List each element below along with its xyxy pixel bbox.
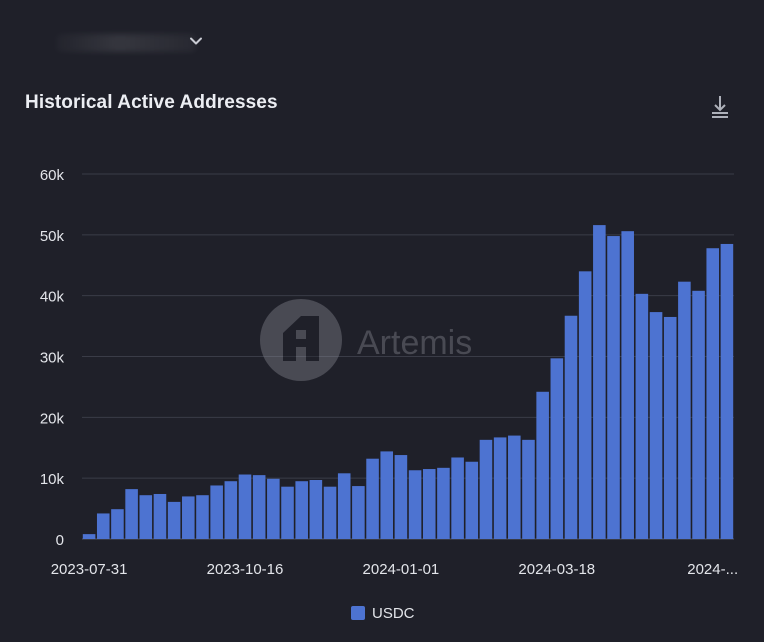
bar[interactable] — [295, 481, 308, 539]
bar[interactable] — [408, 470, 422, 539]
bar[interactable] — [451, 457, 464, 539]
x-axis-labels: 2023-07-31 2023-10-16 2024-01-01 2024-03-18… — [51, 561, 738, 578]
bar[interactable] — [593, 225, 606, 539]
bar[interactable] — [252, 475, 266, 540]
bar[interactable] — [437, 467, 450, 539]
bar[interactable] — [522, 439, 535, 539]
bar[interactable] — [621, 231, 634, 539]
y-tick-label: 40k — [40, 289, 65, 306]
legend-swatch — [351, 606, 365, 620]
bar[interactable] — [352, 486, 365, 539]
legend-item-usdc[interactable]: USDC — [351, 603, 415, 623]
bar[interactable] — [508, 435, 521, 539]
watermark-text: Artemis — [357, 324, 472, 362]
bar[interactable] — [607, 236, 620, 540]
bar[interactable] — [678, 281, 691, 539]
asset-dropdown[interactable] — [56, 34, 196, 52]
y-tick-label: 10k — [40, 471, 65, 488]
chart-title: Historical Active Addresses — [25, 92, 278, 113]
bar[interactable] — [182, 496, 195, 539]
bar[interactable] — [337, 473, 351, 539]
chevron-down-icon[interactable] — [188, 33, 204, 49]
y-tick-label: 50k — [40, 228, 65, 245]
bar[interactable] — [267, 478, 280, 539]
y-tick-label: 20k — [40, 410, 65, 427]
bar[interactable] — [111, 509, 124, 539]
bar[interactable] — [394, 455, 408, 539]
artemis-watermark: Artemis — [260, 299, 472, 381]
bar[interactable] — [635, 293, 649, 539]
bar[interactable] — [422, 469, 436, 539]
bar[interactable] — [125, 489, 138, 539]
bar[interactable] — [196, 495, 209, 539]
bars — [82, 225, 734, 540]
bar[interactable] — [281, 486, 294, 539]
bar[interactable] — [96, 513, 110, 539]
bar[interactable] — [720, 243, 734, 539]
y-axis-labels: 0 10k 20k 30k 40k 50k 60k — [40, 167, 65, 549]
bar[interactable] — [578, 271, 592, 539]
bar[interactable] — [493, 437, 507, 539]
bar[interactable] — [465, 461, 479, 539]
bar[interactable] — [139, 495, 153, 539]
download-icon[interactable] — [706, 93, 734, 121]
bar[interactable] — [238, 474, 252, 539]
y-tick-label: 0 — [56, 532, 64, 549]
y-tick-label: 60k — [40, 167, 65, 184]
x-tick-label: 2024-03-18 — [518, 561, 595, 578]
bar[interactable] — [536, 391, 549, 539]
bar[interactable] — [366, 458, 379, 539]
top-bar — [0, 0, 764, 60]
bar[interactable] — [309, 479, 323, 539]
bar[interactable] — [649, 312, 663, 539]
bar[interactable] — [380, 451, 394, 539]
bar[interactable] — [210, 485, 223, 539]
x-tick-label: 2024-... — [687, 561, 738, 578]
x-tick-label: 2024-01-01 — [363, 561, 440, 578]
bar[interactable] — [550, 358, 564, 539]
legend-label: USDC — [372, 604, 415, 622]
bar[interactable] — [82, 534, 96, 539]
bar[interactable] — [692, 290, 705, 539]
bar[interactable] — [564, 315, 578, 539]
bar[interactable] — [479, 439, 493, 539]
bar[interactable] — [706, 248, 720, 539]
x-tick-label: 2023-07-31 — [51, 561, 128, 578]
bar[interactable] — [167, 501, 181, 539]
bar[interactable] — [663, 316, 677, 539]
bar[interactable] — [153, 493, 167, 539]
bar[interactable] — [224, 481, 238, 539]
bar[interactable] — [323, 486, 337, 539]
y-tick-label: 30k — [40, 350, 65, 367]
x-tick-label: 2023-10-16 — [207, 561, 284, 578]
